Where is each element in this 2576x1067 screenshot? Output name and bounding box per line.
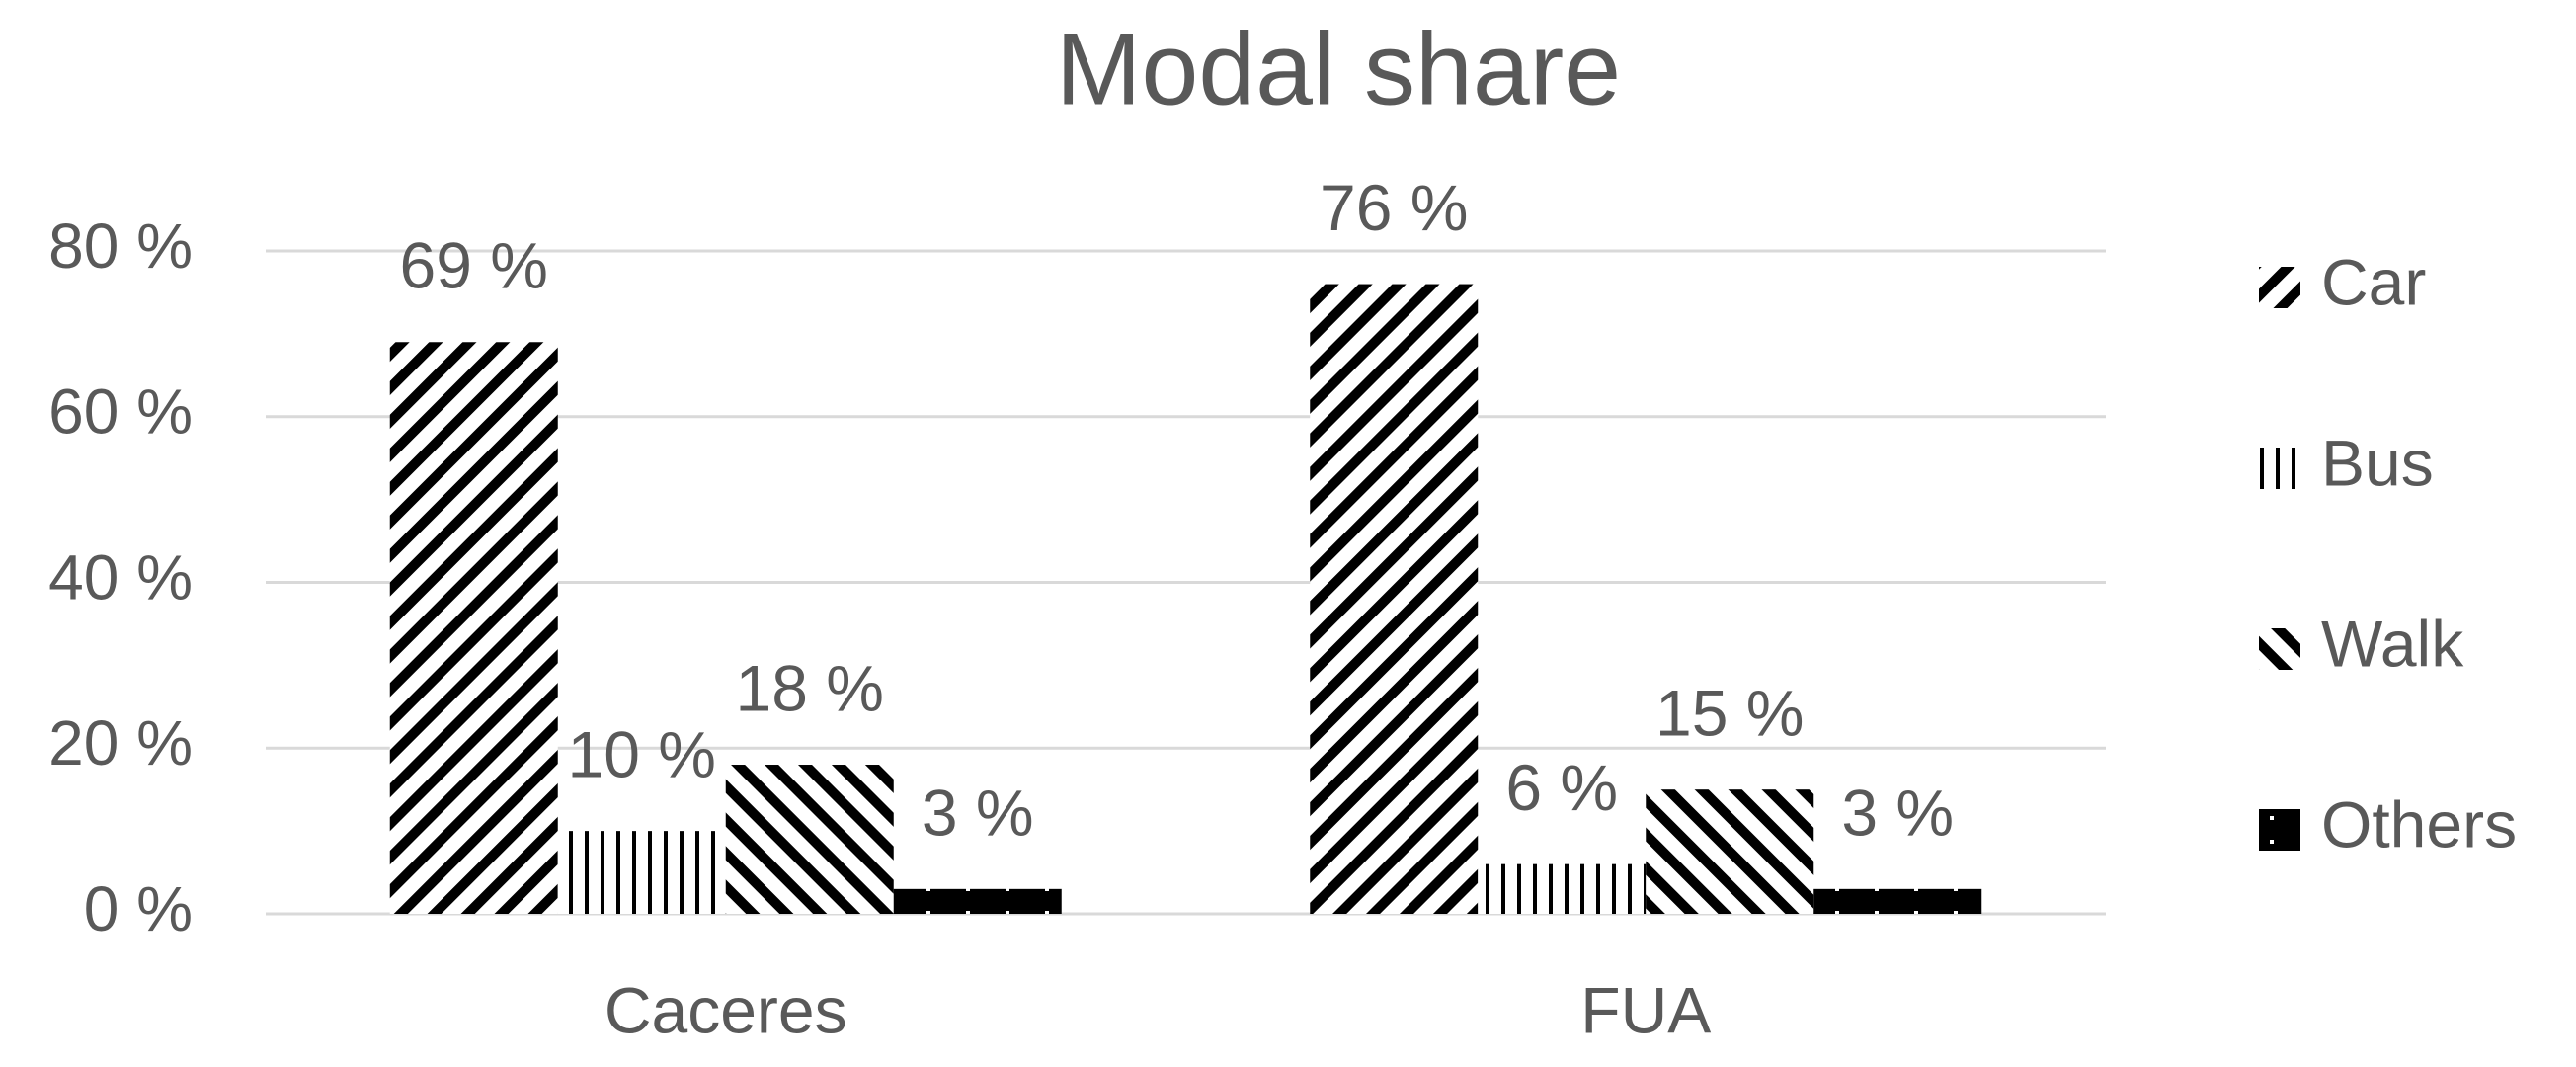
chart-title: Modal share (1056, 12, 1621, 126)
bar (557, 831, 726, 914)
data-label: 18 % (736, 651, 884, 724)
y-tick-label: 40 % (48, 541, 193, 613)
bar (1813, 888, 1982, 914)
legend-label: Others (2321, 787, 2517, 861)
x-tick-label: Caceres (604, 973, 847, 1046)
legend-swatch (2259, 267, 2300, 308)
bar (725, 765, 894, 914)
y-tick-label: 60 % (48, 376, 193, 448)
legend-label: Bus (2321, 426, 2434, 499)
data-label: 10 % (568, 718, 716, 791)
data-label: 76 % (1320, 171, 1468, 244)
bar (389, 342, 558, 914)
y-tick-label: 20 % (48, 707, 193, 779)
data-label: 6 % (1505, 751, 1618, 824)
legend-swatch (2259, 448, 2300, 489)
bar (1478, 863, 1647, 914)
legend-label: Car (2321, 245, 2426, 318)
x-tick-label: FUA (1580, 973, 1711, 1046)
legend-label: Walk (2321, 607, 2464, 680)
bar (893, 888, 1062, 914)
bar (1310, 284, 1479, 914)
y-tick-label: 80 % (48, 210, 193, 282)
legend-swatch (2259, 628, 2300, 670)
y-tick-label: 0 % (84, 873, 193, 944)
data-label: 69 % (400, 229, 548, 302)
bar (1646, 789, 1814, 914)
data-label: 15 % (1655, 677, 1804, 750)
data-label: 3 % (922, 776, 1034, 849)
data-label: 3 % (1841, 776, 1954, 849)
legend-swatch (2259, 809, 2300, 851)
